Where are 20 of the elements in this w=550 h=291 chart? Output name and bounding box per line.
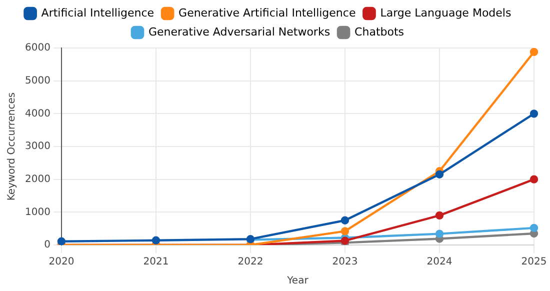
legend-label: Generative Adversarial Networks bbox=[148, 25, 330, 38]
x-tick-label: 2021 bbox=[143, 256, 169, 268]
x-tick-label: 2024 bbox=[426, 256, 452, 268]
legend-label: Large Language Models bbox=[380, 6, 512, 20]
x-tick-label: 2020 bbox=[48, 256, 74, 268]
x-tick-label: 2022 bbox=[238, 256, 264, 268]
y-axis-title: Keyword Occurrences bbox=[6, 92, 18, 201]
y-tick-label: 5000 bbox=[24, 75, 50, 86]
legend-label: Artificial Intelligence bbox=[41, 6, 154, 20]
x-axis-title: Year bbox=[286, 276, 310, 287]
legend-label: Generative Artificial Intelligence bbox=[178, 6, 356, 20]
y-tick-label: 2000 bbox=[24, 174, 50, 185]
legend-label: Chatbots bbox=[354, 25, 404, 38]
y-tick-label: 1000 bbox=[24, 206, 50, 218]
y-tick-label: 6000 bbox=[24, 42, 50, 54]
y-tick-label: 0 bbox=[44, 240, 50, 251]
x-tick-label: 2025 bbox=[521, 256, 547, 268]
y-tick-label: 4000 bbox=[24, 108, 50, 120]
y-tick-label: 3000 bbox=[24, 141, 50, 152]
x-tick-label: 2023 bbox=[332, 256, 358, 268]
